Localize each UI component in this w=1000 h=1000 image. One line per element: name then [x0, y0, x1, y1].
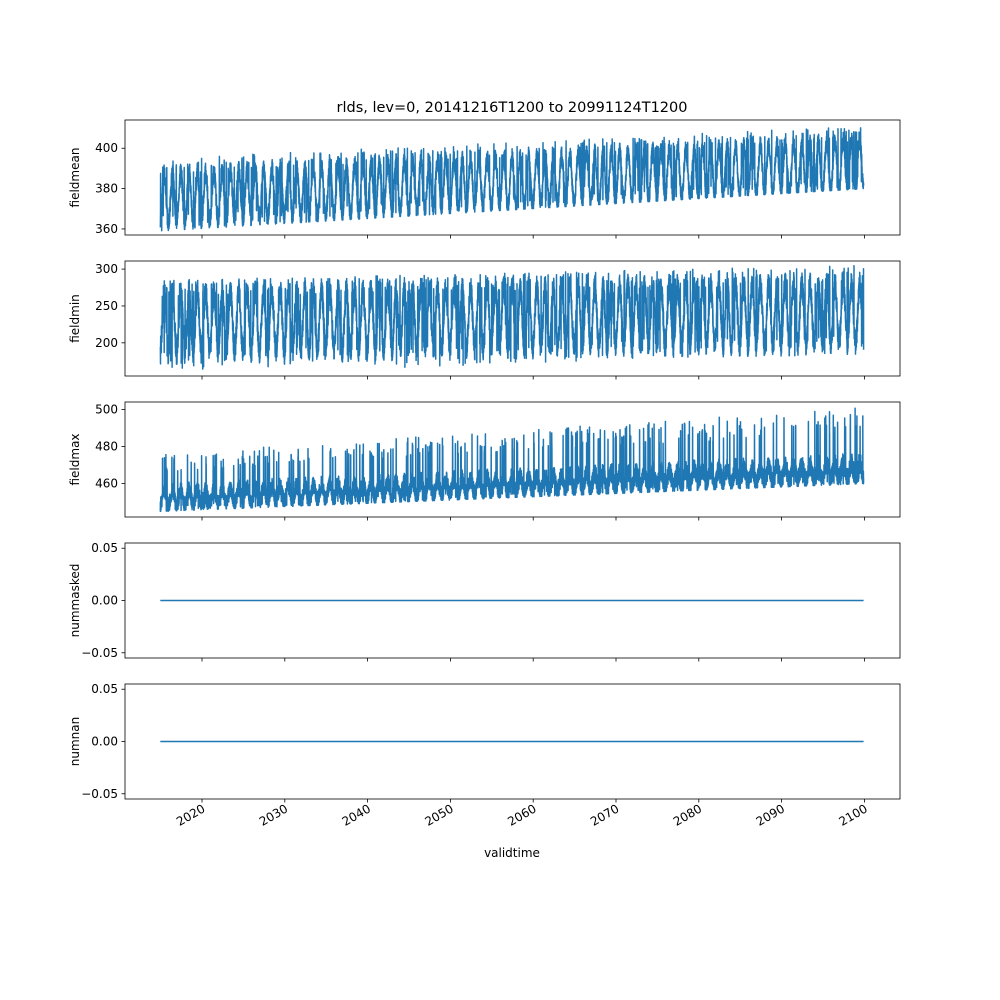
y-tick-label: 250	[95, 299, 118, 313]
y-tick-label: 0.00	[91, 735, 118, 749]
series-line-fieldmin	[159, 265, 865, 370]
x-tick-label: 2040	[340, 801, 373, 828]
y-axis-label: fieldmax	[68, 433, 82, 485]
y-tick-label: 460	[95, 477, 118, 491]
x-tick-label: 2100	[836, 801, 869, 828]
y-tick-label: −0.05	[81, 646, 118, 660]
axes-frame	[124, 401, 901, 518]
y-tick-label: 0.05	[91, 541, 118, 555]
subplots: 360 380 400 fieldmean 200 250 300 fieldmin 460 48…	[68, 119, 901, 829]
x-axis-label: validtime	[484, 846, 540, 860]
y-tick-label: 480	[95, 440, 118, 454]
series-line-fieldmean	[159, 127, 865, 232]
subplot-fieldmin: 200 250 300 fieldmin	[68, 260, 901, 380]
y-axis-label: fieldmin	[68, 294, 82, 343]
y-tick-label: 300	[95, 262, 118, 276]
subplot-fieldmax: 460 480 500 fieldmax	[68, 401, 901, 521]
y-tick-label: 500	[95, 402, 118, 416]
y-axis-label: nummasked	[68, 564, 82, 638]
x-tick-label: 2030	[257, 801, 290, 828]
y-tick-label: −0.05	[81, 787, 118, 801]
axes-frame	[124, 260, 901, 377]
y-tick-label: 0.05	[91, 682, 118, 696]
subplot-numnan: −0.05 0.00 0.05 numnan 2020 2030 2040 2050 2060 2…	[68, 682, 901, 829]
y-axis-label: fieldmean	[68, 148, 82, 208]
x-tick-label: 2020	[174, 801, 207, 828]
y-tick-label: 200	[95, 336, 118, 350]
x-tick-label: 2070	[588, 801, 621, 828]
y-tick-label: 400	[95, 141, 118, 155]
axes-frame	[124, 119, 901, 236]
subplot-nummasked: −0.05 0.00 0.05 nummasked	[68, 541, 901, 662]
x-tick-label: 2080	[671, 801, 704, 828]
y-tick-label: 0.00	[91, 594, 118, 608]
y-tick-label: 380	[95, 182, 118, 196]
x-tick-label: 2060	[505, 801, 538, 828]
series-line-fieldmax	[159, 407, 865, 513]
x-tick-label: 2050	[422, 801, 455, 828]
y-axis-label: numnan	[68, 717, 82, 766]
subplot-fieldmean: 360 380 400 fieldmean	[68, 119, 901, 239]
figure-title: rlds, lev=0, 20141216T1200 to 20991124T1…	[337, 100, 688, 116]
y-tick-label: 360	[95, 222, 118, 236]
x-tick-label: 2090	[754, 801, 787, 828]
